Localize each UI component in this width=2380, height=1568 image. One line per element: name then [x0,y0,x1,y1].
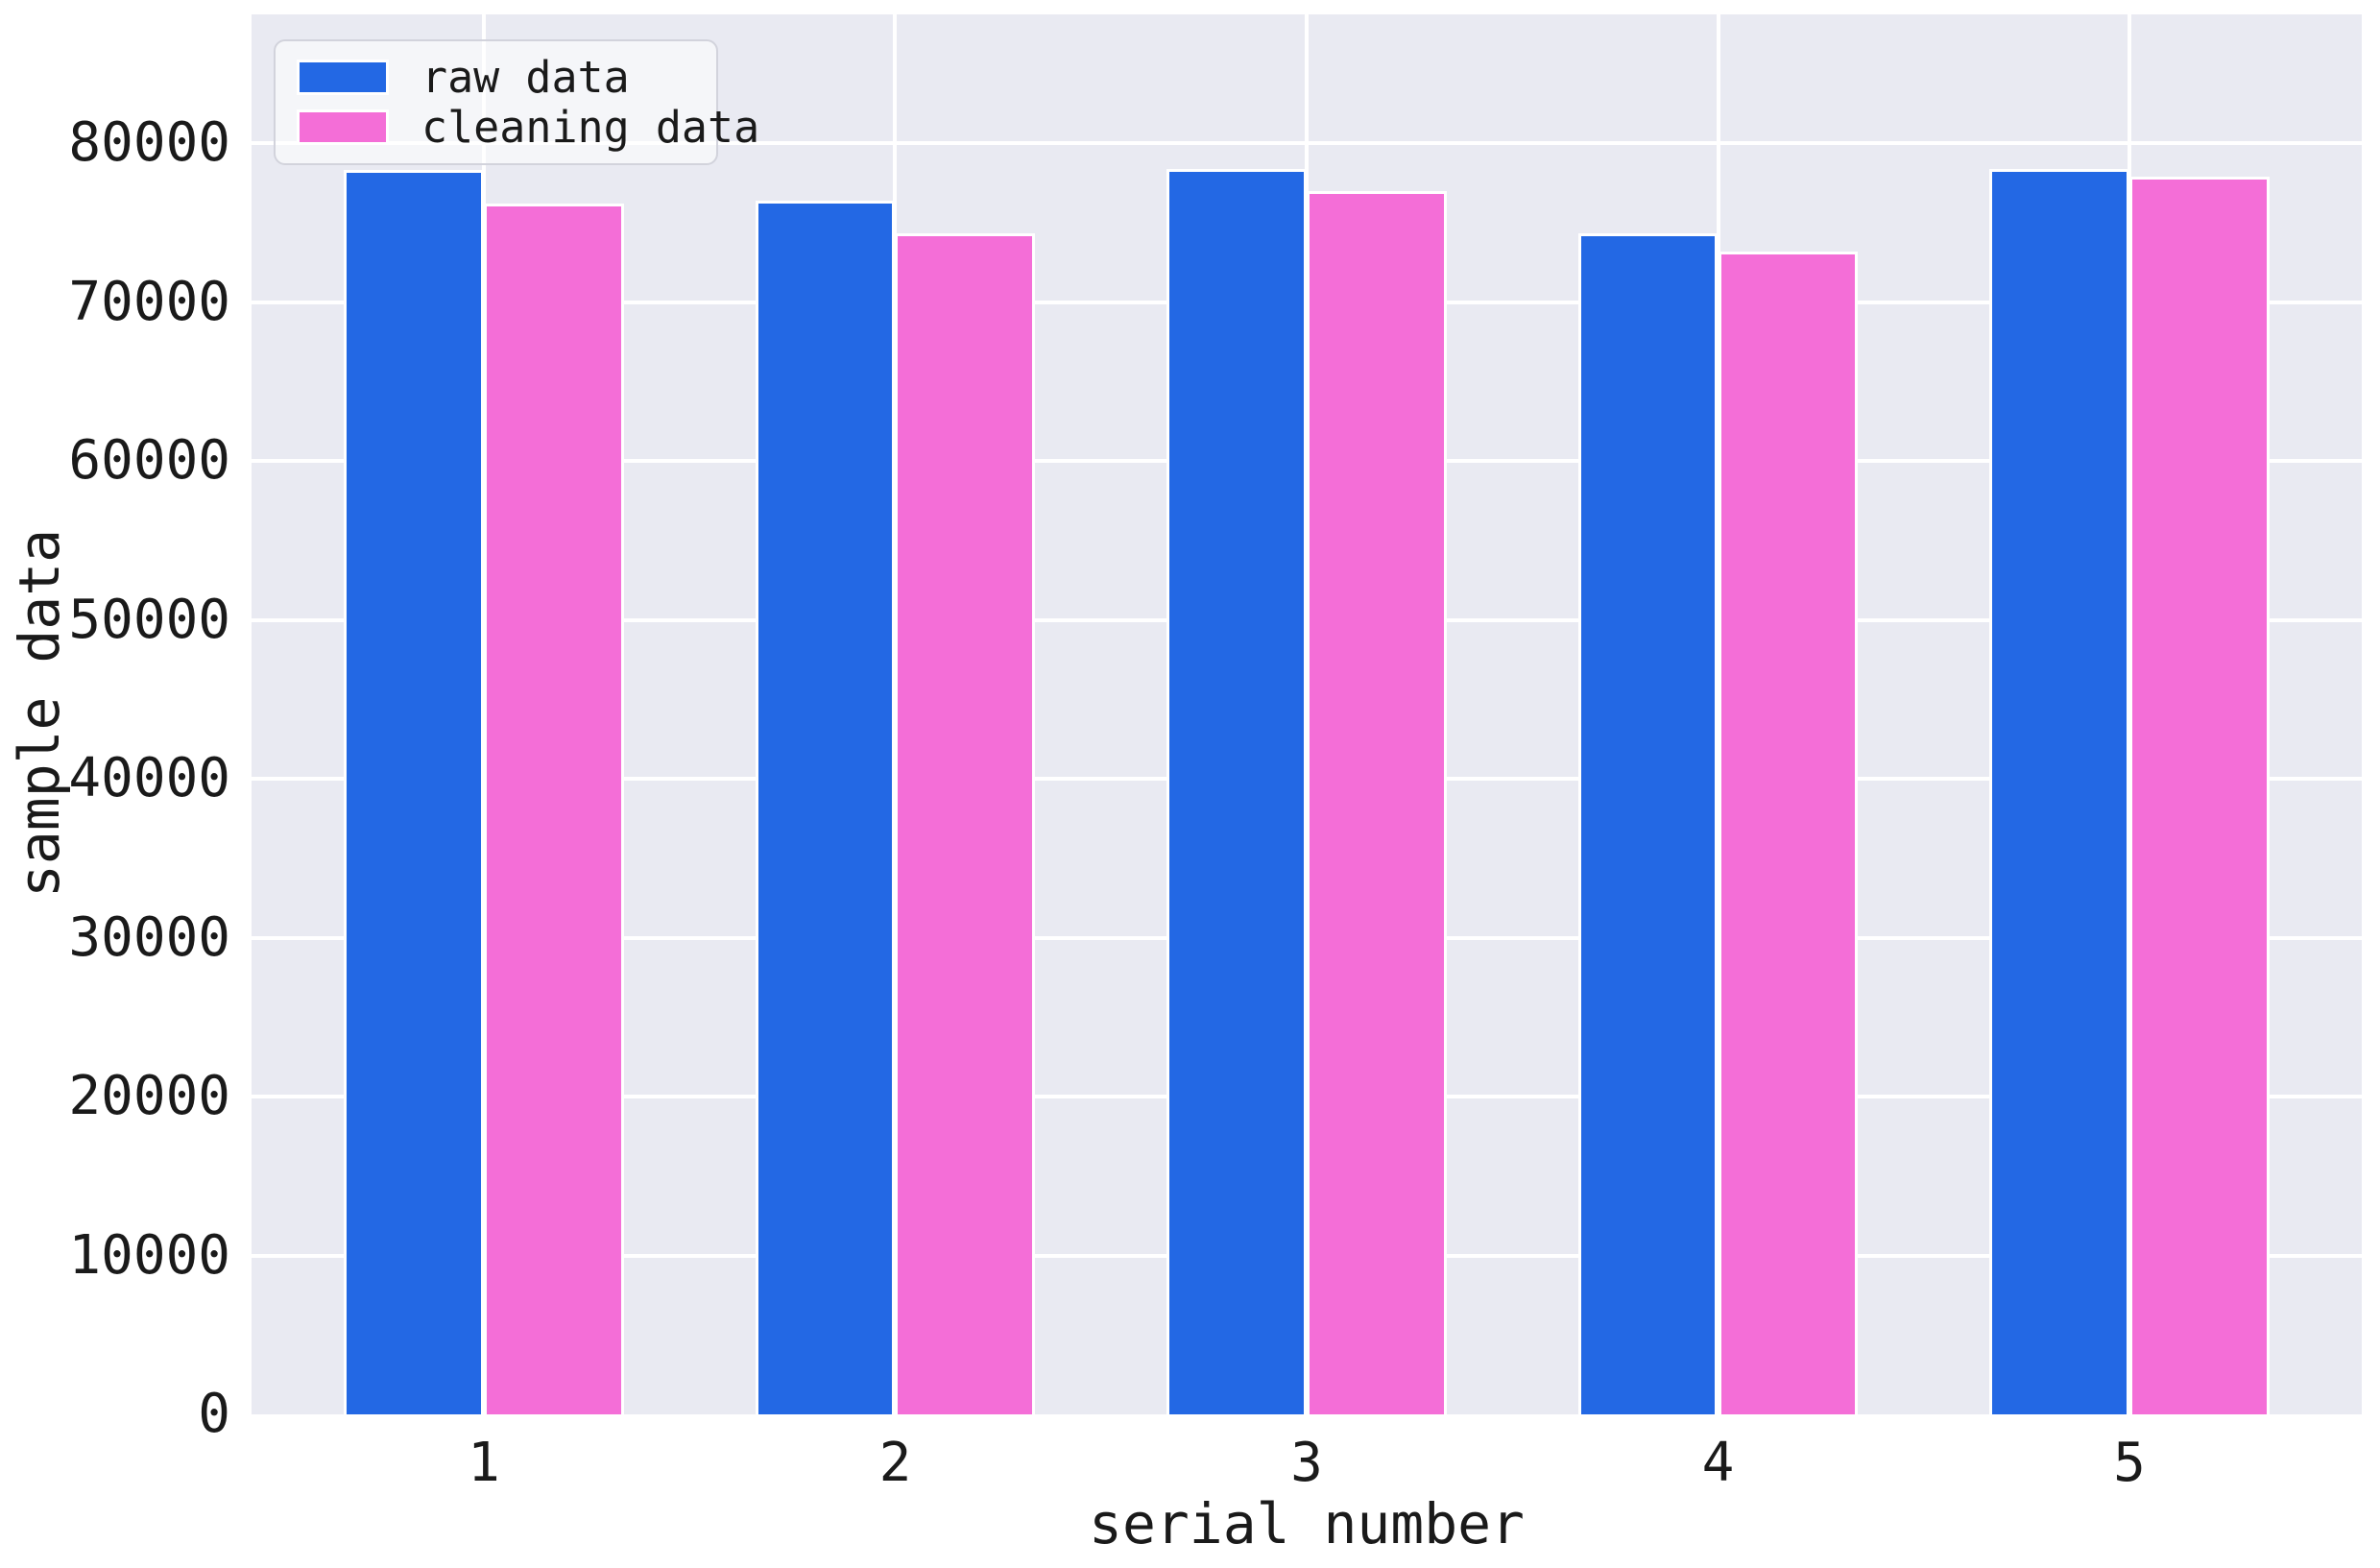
legend-item: cleaning data [297,106,759,149]
x-axis-label: serial number [1089,1491,1525,1556]
bar-raw-data-5 [1989,168,2129,1414]
y-tick-label: 70000 [68,270,230,333]
y-axis-label: sample data [7,528,72,899]
legend-swatch-icon [297,109,389,145]
bar-cleaning-data-2 [895,233,1036,1414]
y-tick-label: 20000 [68,1065,230,1127]
bar-raw-data-1 [344,170,484,1414]
x-tick-label: 2 [878,1432,912,1494]
y-tick-label: 0 [198,1383,230,1445]
x-tick-label: 5 [2113,1432,2146,1494]
y-tick-label: 10000 [68,1223,230,1287]
y-tick-label: 80000 [68,111,230,175]
x-tick-label: 4 [1701,1432,1735,1494]
x-tick-label: 3 [1290,1432,1323,1494]
bar-raw-data-3 [1166,168,1307,1414]
y-tick-label: 60000 [68,429,230,493]
bar-cleaning-data-1 [483,203,624,1414]
legend-swatch-icon [297,60,389,95]
y-tick-label: 30000 [68,905,230,969]
bar-cleaning-data-3 [1307,190,1447,1414]
legend: raw data cleaning data [274,39,759,165]
bar-cleaning-data-4 [1718,251,1859,1414]
x-tick-label: 1 [468,1432,500,1494]
legend-label: cleaning data [421,102,760,153]
bar-raw-data-4 [1577,233,1719,1414]
bar-cleaning-data-5 [2129,176,2270,1414]
y-tick-label: 40000 [68,747,230,810]
legend-item: raw data [297,56,695,99]
bar-raw-data-2 [755,200,896,1414]
y-tick-label: 50000 [68,588,230,651]
legend-label: raw data [421,52,630,103]
plot-area: raw data cleaning data [252,14,2362,1414]
